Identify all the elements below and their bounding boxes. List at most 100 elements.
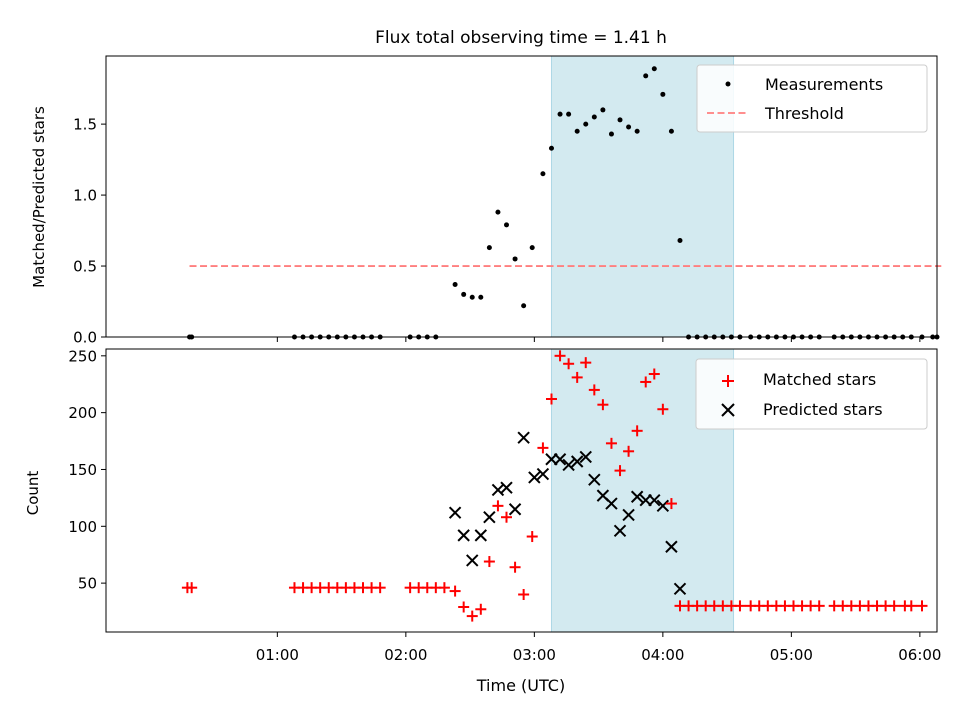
top-x-ticks [276, 337, 921, 342]
x-tick-label: 04:00 [641, 646, 684, 664]
x-tick-label: 02:00 [384, 646, 427, 664]
bottom-legend: Matched stars Predicted stars [695, 358, 928, 430]
measurement-point [495, 209, 501, 215]
legend-matched-label: Matched stars [763, 370, 876, 389]
matched-stars-point [554, 350, 566, 362]
predicted-stars-point [528, 471, 541, 484]
matched-stars-point [614, 465, 626, 477]
measurement-point [529, 245, 535, 251]
matched-stars-point [492, 500, 504, 512]
matched-stars-point [563, 358, 575, 370]
matched-stars-point [813, 600, 825, 612]
measurement-point [548, 145, 554, 151]
measurement-point [452, 281, 458, 287]
x-tick-label: 03:00 [513, 646, 556, 664]
measurement-point [469, 294, 475, 300]
matched-stars-point [186, 582, 198, 594]
top-axes-frame [105, 55, 938, 338]
top-y-tick-label: 1.0 [73, 187, 97, 205]
measurement-point [626, 124, 632, 130]
bottom-axes-frame [105, 348, 938, 633]
legend-matched-marker [722, 375, 734, 387]
measurement-point [557, 111, 563, 117]
predicted-stars-point [665, 540, 678, 553]
top-y-tick-label: 1.5 [73, 116, 97, 134]
measurement-point [660, 91, 666, 97]
matched-stars-point [518, 588, 530, 600]
matched-stars-point [905, 600, 917, 612]
measurement-point [677, 237, 683, 243]
matched-stars-point [458, 601, 470, 613]
bottom-y-tick-label: 100 [68, 518, 97, 536]
matched-stars-point [588, 384, 600, 396]
matched-series [181, 350, 928, 622]
predicted-stars-point [508, 503, 522, 516]
measurement-point [540, 171, 546, 177]
matched-stars-point [640, 376, 652, 388]
measurement-point [651, 66, 657, 72]
x-tick-label: 05:00 [770, 646, 813, 664]
predicted-stars-point [536, 467, 550, 481]
measurement-point [512, 256, 518, 262]
predicted-stars-point [613, 524, 627, 538]
top-y-axis-label: Matched/Predicted stars [30, 106, 48, 288]
measurement-point [608, 131, 614, 137]
matched-stars-point [537, 442, 549, 454]
predicted-stars-point [622, 508, 635, 522]
measurement-point [521, 303, 527, 309]
matched-stars-point [526, 531, 538, 543]
bottom-y-tick-label: 250 [68, 347, 97, 365]
x-axis-label: Time (UTC) [476, 676, 565, 695]
measurement-point [461, 291, 467, 297]
matched-stars-point [648, 368, 660, 380]
legend-measurements-marker [725, 81, 731, 87]
predicted-series [448, 431, 687, 596]
measurement-point [600, 107, 606, 113]
predicted-stars-point [648, 493, 661, 507]
bottom-panel: 50 100 150 200 250 01:00 02:00 03:00 04:00 05:00… [24, 347, 941, 695]
matched-stars-point [466, 610, 478, 622]
bottom-legend-box [695, 358, 928, 430]
matched-stars-point [597, 399, 609, 411]
legend-measurements-label: Measurements [765, 75, 883, 94]
bottom-y-tick-label: 50 [78, 575, 97, 593]
matched-stars-point [734, 600, 746, 612]
predicted-stars-point [474, 529, 488, 542]
bottom-y-axis-label: Count [24, 471, 42, 516]
predicted-stars-point [483, 511, 496, 524]
predicted-stars-point [656, 499, 670, 513]
x-tick-label: 06:00 [898, 646, 941, 664]
predicted-stars-point [673, 582, 687, 596]
matched-stars-point [631, 425, 643, 437]
matched-stars-point [449, 585, 461, 597]
predicted-stars-point [466, 554, 479, 567]
legend-predicted-label: Predicted stars [763, 400, 883, 419]
predicted-stars-point [517, 431, 530, 444]
matched-stars-point [545, 393, 557, 405]
bottom-y-ticks: 50 100 150 200 250 [68, 347, 106, 593]
bottom-y-tick-label: 200 [68, 404, 97, 422]
predicted-stars-point [570, 455, 584, 468]
top-panel: 0.0 0.5 1.0 1.5 Matched/Predicted stars Mea… [30, 55, 942, 347]
matched-stars-point [580, 357, 592, 369]
predicted-stars-point [457, 529, 470, 542]
matched-stars-point [888, 600, 900, 612]
measurement-point [668, 128, 674, 134]
chart-title: Flux total observing time = 1.41 h [375, 28, 667, 48]
matched-stars-point [623, 445, 635, 457]
measurement-point [486, 245, 492, 251]
top-y-tick-label: 0.5 [73, 258, 97, 276]
top-y-ticks: 0.0 0.5 1.0 1.5 [73, 116, 106, 347]
predicted-stars-point [562, 458, 575, 472]
measurement-point [504, 222, 510, 228]
matched-stars-point [605, 437, 617, 449]
matched-stars-point [483, 556, 495, 568]
matched-stars-point [571, 371, 583, 383]
predicted-stars-point [588, 473, 601, 486]
matched-stars-point [501, 511, 513, 523]
matched-stars-point [374, 582, 386, 594]
measurement-point [591, 114, 597, 120]
top-legend-box [696, 64, 928, 133]
matched-stars-point [509, 561, 521, 573]
measurement-point [643, 73, 649, 79]
